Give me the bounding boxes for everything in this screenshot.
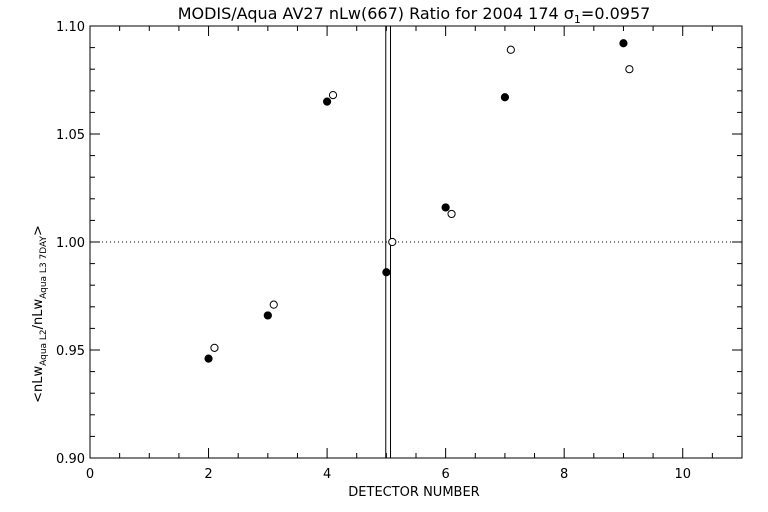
data-point-filled [263, 311, 272, 320]
x-tick-label: 0 [86, 467, 94, 482]
plot-frame [89, 25, 743, 459]
x-tick-label: 2 [204, 467, 212, 482]
data-point-open [447, 209, 456, 219]
title-sigma-subscript: 1 [574, 13, 581, 26]
ylabel-close: > [31, 225, 46, 236]
data-point-filled [204, 354, 213, 363]
data-point-open [210, 343, 219, 352]
ylabel-open: <nLw [31, 366, 46, 403]
x-tick-label: 6 [441, 467, 449, 482]
data-point-open [388, 237, 397, 247]
data-point-filled [441, 203, 450, 212]
data-point-filled [382, 268, 391, 277]
data-point-open [328, 91, 338, 100]
x-tick-label: 8 [560, 467, 568, 482]
y-tick-label: 1.00 [56, 236, 85, 251]
chart-title: MODIS/Aqua AV27 nLw(667) Ratio for 2004 … [178, 4, 651, 26]
y-tick-label: 1.05 [56, 128, 85, 143]
data-point-open [625, 65, 634, 74]
ylabel-sub1: Aqua L2 [39, 329, 49, 366]
y-tick-label: 0.95 [56, 344, 85, 359]
x-axis-label: DETECTOR NUMBER [348, 485, 479, 500]
y-tick-label: 0.90 [56, 452, 85, 467]
title-prefix: MODIS/Aqua AV27 nLw(667) Ratio for 2004 … [178, 4, 564, 23]
y-tick-label: 1.10 [56, 20, 85, 35]
title-sigma: σ [564, 4, 574, 23]
data-point-open [506, 45, 515, 54]
data-point-filled [322, 97, 332, 106]
y-axis-label: <nLwAqua L2/nLwAqua L3 7DAY> [31, 225, 49, 403]
data-point-open [269, 300, 278, 309]
x-tick-label: 4 [323, 467, 331, 482]
plot-area: 0 2 4 6 8 10 0.90 0.95 1.00 1.05 1.10 [56, 20, 743, 482]
data-point-filled [619, 39, 628, 48]
ylabel-sub2: Aqua L3 7DAY [39, 236, 49, 299]
x-tick-label: 10 [674, 467, 691, 482]
ylabel-mid: /nLw [31, 298, 46, 329]
title-suffix: =0.0957 [581, 4, 650, 23]
data-point-filled [500, 93, 510, 102]
